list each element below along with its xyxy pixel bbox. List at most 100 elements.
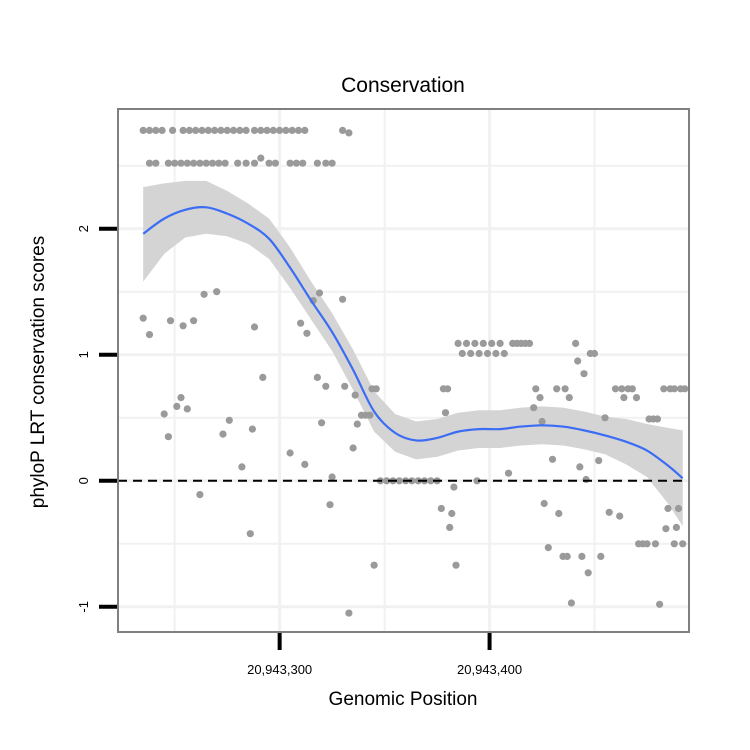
confidence-band <box>143 180 683 527</box>
data-point <box>164 159 172 167</box>
data-point <box>544 544 552 552</box>
data-point <box>601 414 609 422</box>
data-point <box>339 295 347 303</box>
data-point <box>292 159 300 167</box>
data-points <box>139 126 689 617</box>
data-point <box>169 126 177 134</box>
data-point <box>450 483 458 491</box>
data-point <box>492 349 500 358</box>
data-point <box>202 159 210 167</box>
data-point <box>616 512 624 520</box>
data-point <box>448 509 456 518</box>
x-axis-label: Genomic Position <box>329 689 478 710</box>
data-point <box>349 444 357 452</box>
data-point <box>192 126 200 134</box>
data-point <box>204 126 212 134</box>
data-point <box>488 339 496 347</box>
data-point <box>160 410 168 418</box>
data-point <box>561 385 569 393</box>
data-point <box>467 349 475 358</box>
data-point <box>177 394 185 402</box>
data-point <box>152 126 160 134</box>
data-point <box>670 385 678 393</box>
data-point <box>351 391 359 399</box>
data-point <box>219 430 227 438</box>
data-point <box>326 501 334 509</box>
data-point <box>179 126 187 134</box>
data-point <box>618 385 626 393</box>
data-point <box>605 508 613 516</box>
data-point <box>555 509 563 518</box>
data-point <box>632 394 641 402</box>
data-point <box>582 475 590 484</box>
y-tick-label: 2 <box>76 225 91 232</box>
data-point <box>171 159 179 167</box>
data-point <box>225 416 233 424</box>
data-point <box>215 159 223 167</box>
data-point <box>580 370 588 378</box>
data-point <box>263 126 271 134</box>
data-point <box>664 504 672 513</box>
data-point <box>257 126 265 134</box>
data-point <box>315 289 324 297</box>
data-point <box>611 385 620 393</box>
data-point <box>185 126 193 134</box>
data-point <box>532 385 540 393</box>
data-point <box>196 159 204 167</box>
data-point <box>166 317 175 325</box>
data-point <box>217 126 225 134</box>
data-point <box>578 552 586 561</box>
data-point <box>372 385 380 393</box>
y-tick-label: -1 <box>76 601 91 613</box>
data-point <box>177 159 185 167</box>
data-point <box>221 159 229 167</box>
data-point <box>427 477 435 485</box>
data-point <box>353 420 361 428</box>
data-point <box>471 339 479 347</box>
data-point <box>246 530 254 538</box>
data-point <box>269 126 277 134</box>
data-point <box>208 159 217 167</box>
data-point <box>250 323 259 331</box>
data-point <box>563 552 571 561</box>
data-point <box>213 288 221 296</box>
data-point <box>383 477 391 485</box>
data-point <box>250 159 259 167</box>
smoothed-trend-line <box>142 206 684 480</box>
data-point <box>452 561 460 569</box>
data-point <box>576 463 584 471</box>
data-point <box>276 126 284 134</box>
data-point <box>565 394 573 402</box>
data-point <box>259 373 267 381</box>
data-point <box>595 457 603 465</box>
data-point <box>584 569 592 577</box>
data-point <box>674 504 683 513</box>
data-point <box>483 349 492 358</box>
data-point <box>179 322 187 330</box>
y-tick-label: 0 <box>76 477 91 484</box>
data-point <box>597 552 605 561</box>
data-point <box>479 339 487 347</box>
data-point <box>234 159 242 167</box>
data-point <box>572 339 580 347</box>
data-point <box>271 159 279 167</box>
data-point <box>462 339 471 347</box>
data-point <box>651 540 660 548</box>
data-point <box>190 317 198 325</box>
data-point <box>313 373 321 381</box>
data-point <box>288 126 296 134</box>
data-point <box>173 402 181 410</box>
data-point <box>322 382 330 390</box>
x-axis: 20,943,300 20,943,400 <box>247 633 522 677</box>
data-point <box>229 126 238 134</box>
data-point <box>282 126 290 134</box>
data-point <box>152 159 160 167</box>
plot-panel-border <box>117 108 690 633</box>
data-point <box>574 357 582 365</box>
data-point <box>242 159 250 167</box>
data-point <box>590 349 599 358</box>
y-axis-label: phyloP LRT conservation scores <box>28 236 49 509</box>
data-point <box>139 126 147 134</box>
data-point <box>540 499 548 508</box>
